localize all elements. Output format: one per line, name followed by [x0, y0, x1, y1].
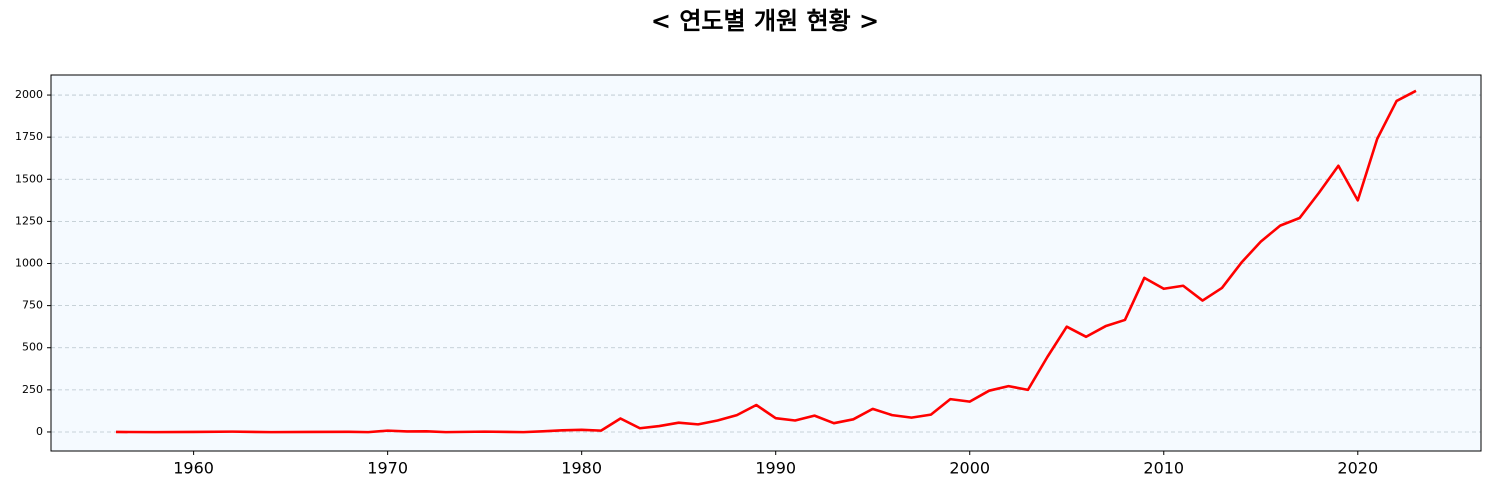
x-tick-label: 2010	[1143, 459, 1184, 478]
plot-area	[51, 75, 1481, 451]
x-tick-label: 1980	[561, 459, 602, 478]
y-tick-label: 1000	[15, 257, 43, 270]
x-tick-label: 1970	[367, 459, 408, 478]
y-tick-label: 2000	[15, 88, 43, 101]
y-tick-label: 1500	[15, 172, 43, 185]
plot-frame	[50, 74, 1482, 452]
y-tick-label: 1250	[15, 214, 43, 227]
x-tick-label: 1960	[173, 459, 214, 478]
x-tick-label: 1990	[755, 459, 796, 478]
x-tick-label: 2000	[949, 459, 990, 478]
y-tick-label: 500	[22, 341, 43, 354]
y-tick-label: 250	[22, 383, 43, 396]
chart-title: < 연도별 개원 현황 >	[651, 7, 879, 35]
y-tick-label: 0	[36, 425, 43, 438]
y-tick-label: 750	[22, 299, 43, 312]
y-tick-label: 1750	[15, 130, 43, 143]
x-tick-label: 2020	[1337, 459, 1378, 478]
line	[115, 89, 1417, 434]
